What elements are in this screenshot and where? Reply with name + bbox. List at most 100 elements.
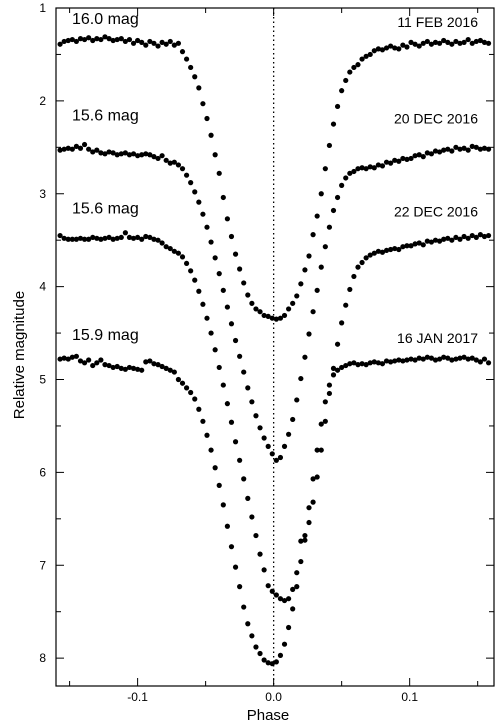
magnitude-label: 16.0 mag — [72, 11, 139, 28]
data-point — [69, 354, 75, 360]
data-point — [143, 151, 149, 157]
data-point — [351, 273, 357, 280]
data-point — [400, 244, 406, 250]
data-point — [253, 413, 259, 419]
data-point — [196, 406, 202, 412]
y-tick-label: 2 — [39, 94, 46, 108]
data-point — [485, 40, 492, 46]
data-point — [183, 385, 190, 391]
data-point — [428, 41, 435, 47]
data-point — [192, 277, 198, 283]
y-tick-label: 1 — [39, 1, 46, 15]
data-point — [485, 232, 492, 239]
data-point — [237, 457, 243, 463]
data-point — [343, 175, 349, 181]
data-point — [90, 234, 96, 241]
data-point — [461, 145, 467, 151]
data-point — [363, 166, 369, 172]
data-point — [61, 146, 67, 152]
data-point — [249, 399, 255, 405]
data-point — [65, 236, 71, 242]
data-point — [383, 358, 390, 364]
data-point — [257, 551, 263, 557]
data-point — [412, 357, 418, 363]
data-point — [175, 162, 182, 168]
data-point — [290, 300, 296, 306]
data-point — [436, 149, 443, 155]
data-point — [465, 356, 471, 362]
data-point — [388, 246, 394, 253]
data-point — [212, 255, 218, 261]
data-point — [388, 43, 394, 49]
data-point — [322, 166, 328, 172]
data-point — [253, 532, 259, 539]
data-point — [171, 159, 177, 165]
data-point — [265, 443, 271, 449]
data-point — [428, 239, 435, 245]
data-point — [404, 243, 410, 249]
data-point — [192, 396, 198, 402]
data-point — [469, 40, 475, 46]
data-point — [143, 42, 149, 48]
data-point — [257, 425, 263, 431]
data-point — [106, 36, 112, 42]
data-point — [379, 361, 386, 367]
data-point — [375, 46, 381, 52]
data-point — [339, 364, 345, 371]
data-point — [469, 143, 475, 149]
data-point — [347, 69, 353, 75]
data-point — [465, 147, 471, 153]
data-point — [61, 235, 67, 241]
data-point — [445, 235, 451, 241]
data-point — [102, 151, 108, 157]
data-point — [375, 360, 381, 366]
data-point — [102, 235, 108, 241]
data-point — [135, 234, 141, 241]
data-point — [208, 132, 214, 138]
x-axis-ticks: -0.1 0.0 0.1 — [69, 8, 479, 704]
data-point — [143, 359, 149, 365]
x-tick-label: 0.1 — [401, 690, 418, 704]
magnitude-label: 15.6 mag — [72, 201, 139, 218]
data-point — [461, 39, 467, 45]
data-point — [375, 248, 381, 254]
data-point — [445, 355, 451, 361]
data-point — [200, 211, 206, 217]
data-point — [420, 242, 426, 248]
data-point — [77, 36, 84, 42]
data-point — [453, 144, 459, 150]
data-point — [171, 248, 177, 254]
data-point — [441, 354, 447, 360]
data-point — [102, 34, 108, 40]
data-point — [277, 596, 284, 602]
data-point — [465, 235, 471, 241]
data-point — [400, 155, 406, 162]
data-point — [306, 331, 312, 337]
data-point — [232, 251, 239, 257]
data-point — [449, 41, 455, 47]
date-label: 20 DEC 2016 — [394, 111, 478, 127]
data-point — [453, 38, 459, 45]
x-axis-title: Phase — [247, 707, 290, 724]
data-point — [98, 236, 104, 242]
data-point — [310, 476, 316, 482]
data-point — [432, 148, 439, 154]
data-point — [147, 358, 153, 364]
data-point — [118, 234, 124, 241]
data-point — [359, 259, 365, 266]
data-point — [318, 421, 324, 427]
data-point — [310, 232, 316, 238]
data-point — [114, 235, 120, 241]
data-point — [436, 238, 443, 244]
date-label: 22 DEC 2016 — [394, 204, 478, 220]
magnitude-label: 15.6 mag — [72, 108, 139, 125]
date-label: 11 FEB 2016 — [397, 14, 478, 30]
data-point — [163, 365, 169, 371]
data-point — [330, 372, 337, 378]
y-axis-ticks: 1 2 3 4 5 6 7 8 — [39, 1, 494, 665]
data-point — [159, 363, 165, 370]
data-point — [424, 238, 430, 244]
data-point — [367, 164, 373, 170]
data-point — [216, 482, 222, 488]
data-point — [481, 233, 488, 240]
